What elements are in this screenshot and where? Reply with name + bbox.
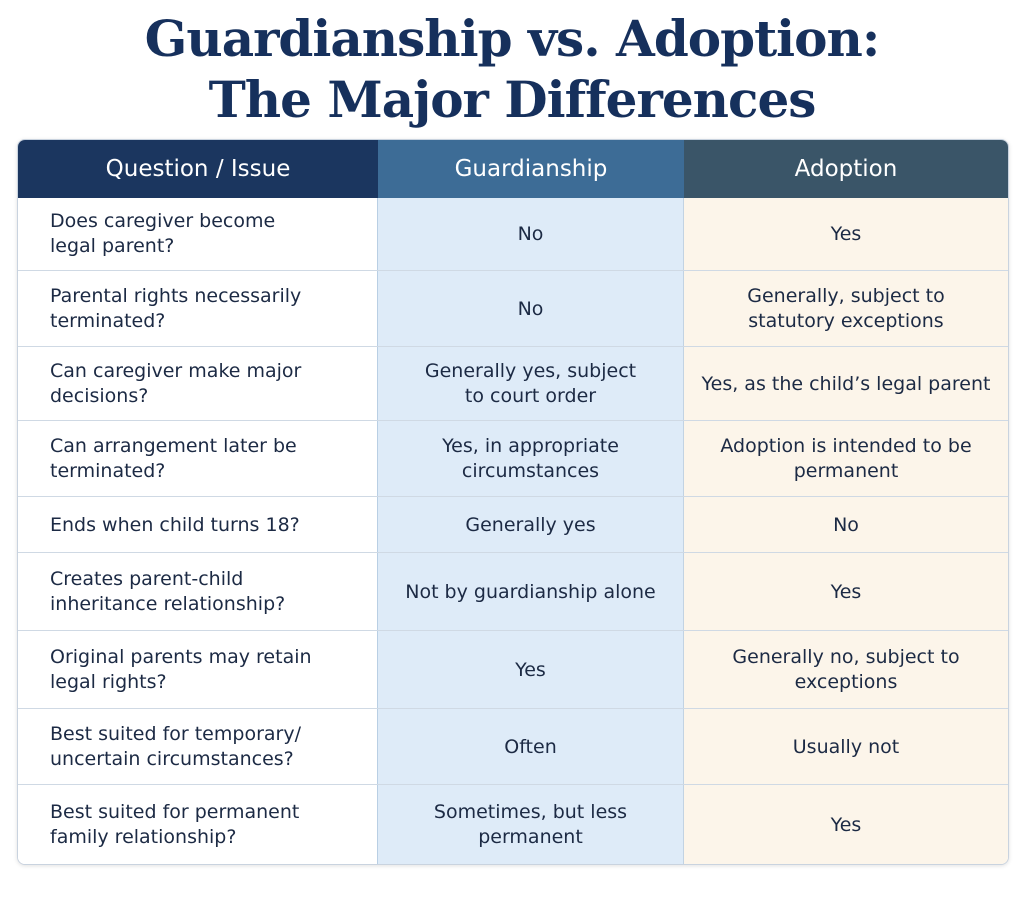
adoption-cell: Yes (684, 785, 1008, 864)
guardianship-cell: No (378, 198, 683, 270)
adoption-text: No (833, 513, 859, 536)
table-row: Best suited for temporary/ uncertain cir… (18, 708, 1008, 785)
guardianship-cell: No (378, 271, 683, 347)
question-text: Original parents may retain legal rights… (50, 646, 312, 693)
guardianship-column-background (378, 198, 684, 864)
question-cell: Can caregiver make major decisions? (18, 347, 377, 421)
guardianship-text: Generally yes, subject to court order (424, 360, 637, 407)
adoption-cell: Yes (684, 553, 1008, 631)
question-cell: Creates parent-child inheritance relatio… (18, 553, 377, 631)
guardianship-text: No (517, 222, 544, 245)
question-text: Can caregiver make major decisions? (50, 360, 302, 407)
guardianship-text: Yes, in appropriate circumstances (442, 435, 619, 482)
question-cell: Can arrangement later be terminated? (18, 421, 377, 497)
table-row: Can arrangement later be terminated? Yes… (18, 420, 1008, 497)
page-title-line-2: The Major Differences (208, 70, 817, 129)
table-row: Original parents may retain legal rights… (18, 630, 1008, 709)
guardianship-text: Yes (515, 658, 546, 681)
column-header-guardianship: Guardianship (378, 140, 684, 198)
adoption-cell: Usually not (684, 709, 1008, 785)
table-row: Does caregiver become legal parent? No Y… (18, 198, 1008, 270)
adoption-text: Yes, as the child’s legal parent (701, 372, 991, 395)
question-column-background (18, 198, 378, 864)
table-row: Can caregiver make major decisions? Gene… (18, 346, 1008, 421)
adoption-text: Generally, subject to statutory exceptio… (747, 285, 945, 332)
question-text: Best suited for temporary/ uncertain cir… (50, 723, 301, 770)
adoption-column-background (684, 198, 1008, 864)
page-title-line-1: Guardianship vs. Adoption: (144, 9, 881, 68)
question-text: Best suited for permanent family relatio… (50, 801, 300, 848)
adoption-cell: Adoption is intended to be permanent (684, 421, 1008, 497)
guardianship-text: Generally yes (465, 513, 596, 536)
adoption-cell: Yes, as the child’s legal parent (684, 347, 1008, 421)
question-cell: Ends when child turns 18? (18, 497, 377, 553)
guardianship-cell: Generally yes (378, 497, 683, 553)
question-text: Creates parent-child inheritance relatio… (50, 568, 286, 615)
guardianship-text: Not by guardianship alone (405, 580, 656, 603)
question-cell: Best suited for permanent family relatio… (18, 785, 377, 864)
guardianship-text: Sometimes, but less permanent (433, 801, 628, 848)
guardianship-cell: Sometimes, but less permanent (378, 785, 683, 864)
guardianship-text: Often (504, 735, 557, 758)
guardianship-cell: Yes, in appropriate circumstances (378, 421, 683, 497)
comparison-table: Question / Issue Guardianship Adoption D… (17, 139, 1009, 865)
table-row: Ends when child turns 18? Generally yes … (18, 496, 1008, 553)
question-text: Does caregiver become legal parent? (50, 210, 276, 257)
guardianship-text: No (517, 297, 544, 320)
question-text: Parental rights necessarily terminated? (50, 285, 302, 332)
adoption-text: Usually not (792, 735, 900, 758)
question-cell: Original parents may retain legal rights… (18, 631, 377, 709)
guardianship-cell: Not by guardianship alone (378, 553, 683, 631)
question-cell: Does caregiver become legal parent? (18, 198, 377, 270)
adoption-cell: No (684, 497, 1008, 553)
adoption-text: Adoption is intended to be permanent (720, 435, 972, 482)
adoption-cell: Generally, subject to statutory exceptio… (684, 271, 1008, 347)
table-row: Best suited for permanent family relatio… (18, 784, 1008, 864)
guardianship-cell: Yes (378, 631, 683, 709)
question-text: Ends when child turns 18? (50, 513, 300, 536)
column-header-adoption: Adoption (684, 140, 1008, 198)
adoption-text: Yes (830, 813, 862, 836)
guardianship-cell: Often (378, 709, 683, 785)
table-row: Creates parent-child inheritance relatio… (18, 552, 1008, 631)
question-text: Can arrangement later be terminated? (50, 435, 297, 482)
column-header-question: Question / Issue (18, 140, 378, 198)
adoption-text: Yes (830, 580, 862, 603)
adoption-cell: Generally no, subject to exceptions (684, 631, 1008, 709)
question-cell: Parental rights necessarily terminated? (18, 271, 377, 347)
adoption-text: Generally no, subject to exceptions (732, 646, 960, 693)
question-cell: Best suited for temporary/ uncertain cir… (18, 709, 377, 785)
guardianship-cell: Generally yes, subject to court order (378, 347, 683, 421)
adoption-cell: Yes (684, 198, 1008, 270)
table-row: Parental rights necessarily terminated? … (18, 270, 1008, 347)
adoption-text: Yes (830, 222, 862, 245)
